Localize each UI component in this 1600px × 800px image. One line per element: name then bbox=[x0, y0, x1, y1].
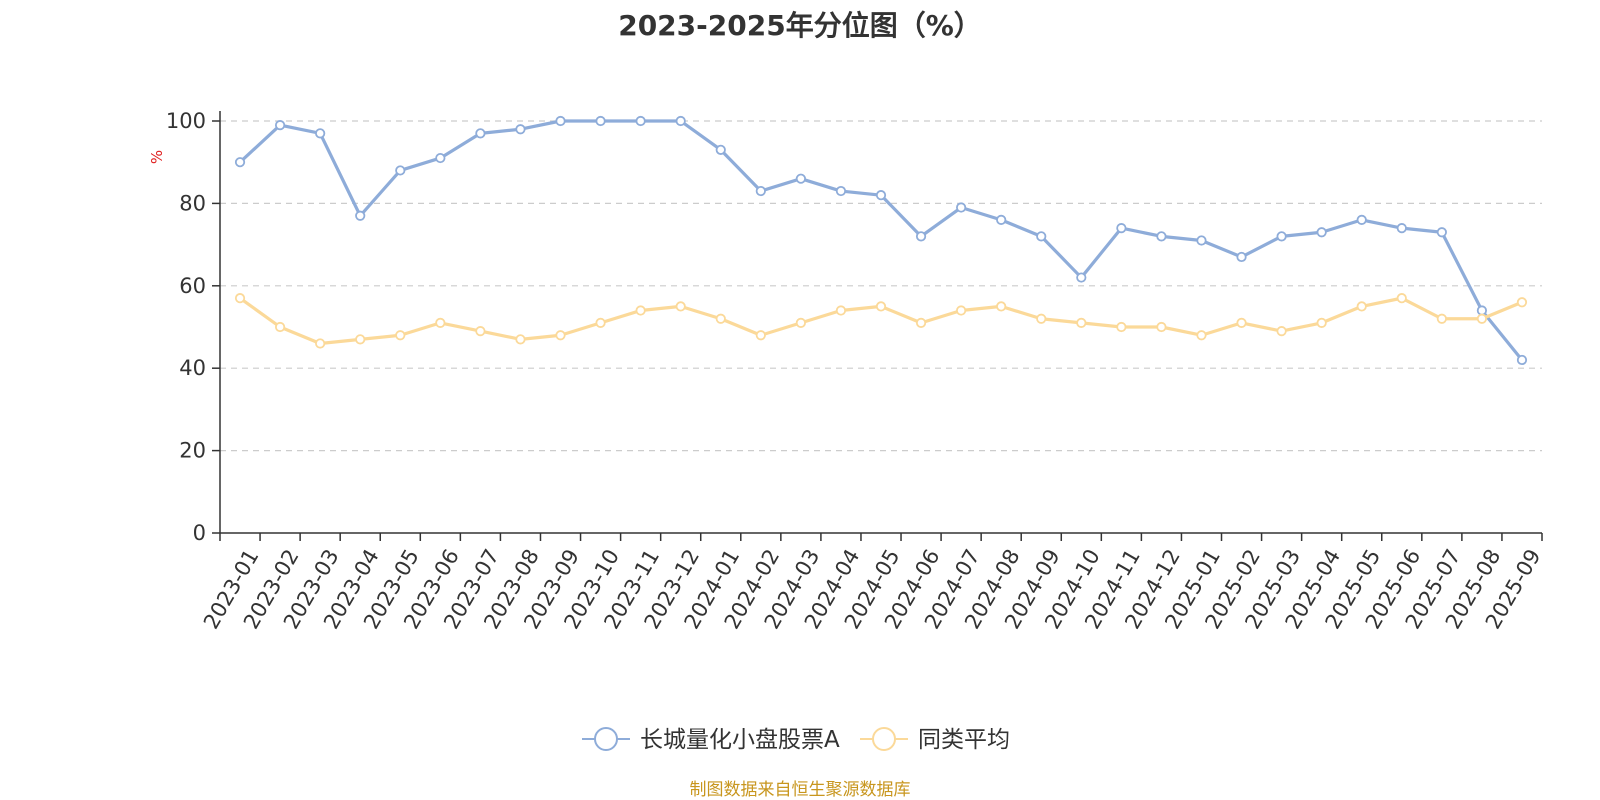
data-point[interactable] bbox=[475, 326, 486, 337]
data-point[interactable] bbox=[315, 128, 326, 139]
data-point[interactable] bbox=[1076, 272, 1087, 283]
data-point[interactable] bbox=[1356, 301, 1367, 312]
data-point[interactable] bbox=[274, 120, 286, 131]
data-point[interactable] bbox=[355, 210, 366, 221]
data-point[interactable] bbox=[1156, 321, 1167, 333]
data-point[interactable] bbox=[1116, 223, 1127, 234]
data-point[interactable] bbox=[595, 115, 606, 127]
axes: 020406080100%2023-012023-022023-032023-0… bbox=[148, 109, 1545, 633]
y-tick-label: 0 bbox=[193, 521, 206, 545]
data-point[interactable] bbox=[875, 190, 887, 201]
data-point[interactable] bbox=[1436, 313, 1447, 324]
data-point[interactable] bbox=[1196, 330, 1207, 341]
data-point[interactable] bbox=[1516, 297, 1528, 308]
data-point[interactable] bbox=[1236, 317, 1247, 328]
data-point[interactable] bbox=[1316, 227, 1327, 238]
data-point[interactable] bbox=[555, 115, 566, 127]
data-point[interactable] bbox=[395, 165, 406, 176]
data-point[interactable] bbox=[875, 301, 887, 312]
y-axis-label: % bbox=[148, 150, 166, 164]
data-point[interactable] bbox=[635, 115, 646, 127]
data-point[interactable] bbox=[595, 317, 606, 328]
data-point[interactable] bbox=[715, 313, 726, 324]
data-point[interactable] bbox=[956, 202, 967, 213]
data-point[interactable] bbox=[515, 334, 526, 345]
data-point[interactable] bbox=[1116, 321, 1127, 333]
chart-title: 2023-2025年分位图（%） bbox=[618, 9, 982, 42]
data-point[interactable] bbox=[835, 305, 847, 316]
data-point[interactable] bbox=[435, 317, 446, 328]
data-point[interactable] bbox=[635, 305, 646, 316]
series-lines bbox=[234, 115, 1528, 366]
data-point[interactable] bbox=[1516, 354, 1528, 366]
data-point[interactable] bbox=[835, 185, 847, 197]
data-point[interactable] bbox=[274, 321, 286, 333]
data-point[interactable] bbox=[234, 157, 246, 168]
data-point[interactable] bbox=[315, 338, 326, 349]
legend-marker bbox=[594, 727, 618, 751]
data-point[interactable] bbox=[515, 124, 526, 135]
data-point[interactable] bbox=[996, 214, 1007, 225]
data-point[interactable] bbox=[1036, 313, 1047, 324]
data-point[interactable] bbox=[755, 330, 766, 341]
data-point[interactable] bbox=[1076, 317, 1087, 328]
data-point[interactable] bbox=[355, 334, 366, 345]
data-point[interactable] bbox=[755, 185, 766, 197]
data-point[interactable] bbox=[675, 301, 686, 312]
legend-item-2[interactable]: 同类平均 bbox=[860, 727, 1010, 753]
y-tick-label: 20 bbox=[179, 439, 206, 463]
data-point[interactable] bbox=[795, 317, 806, 328]
data-point[interactable] bbox=[395, 330, 406, 341]
data-point[interactable] bbox=[915, 231, 927, 242]
data-point[interactable] bbox=[1476, 305, 1488, 316]
data-point[interactable] bbox=[675, 115, 686, 127]
series-1 bbox=[234, 115, 1528, 366]
legend[interactable]: 长城量化小盘股票A 同类平均 bbox=[582, 727, 1010, 753]
data-point[interactable] bbox=[234, 293, 246, 304]
data-point[interactable] bbox=[715, 144, 726, 155]
data-point[interactable] bbox=[795, 173, 806, 184]
data-point[interactable] bbox=[555, 330, 566, 341]
y-tick-label: 60 bbox=[179, 274, 206, 298]
legend-label: 长城量化小盘股票A bbox=[640, 727, 840, 753]
data-point[interactable] bbox=[1316, 317, 1327, 328]
data-point[interactable] bbox=[1356, 214, 1367, 225]
data-point[interactable] bbox=[1036, 231, 1047, 242]
data-point[interactable] bbox=[1196, 235, 1207, 246]
data-point[interactable] bbox=[1156, 231, 1167, 242]
legend-marker bbox=[872, 727, 896, 751]
series-2 bbox=[234, 293, 1528, 349]
data-point[interactable] bbox=[1276, 326, 1287, 337]
y-tick-label: 80 bbox=[179, 191, 206, 215]
data-point[interactable] bbox=[1436, 227, 1447, 238]
legend-item-1[interactable]: 长城量化小盘股票A bbox=[582, 727, 840, 753]
legend-label: 同类平均 bbox=[918, 727, 1010, 753]
data-point[interactable] bbox=[1276, 231, 1287, 242]
y-tick-label: 100 bbox=[166, 109, 206, 133]
data-point[interactable] bbox=[996, 301, 1007, 312]
y-tick-label: 40 bbox=[179, 356, 206, 380]
data-point[interactable] bbox=[915, 317, 927, 328]
data-point[interactable] bbox=[435, 152, 446, 164]
data-point[interactable] bbox=[1396, 293, 1407, 304]
data-point[interactable] bbox=[956, 305, 967, 316]
data-point[interactable] bbox=[1396, 223, 1407, 234]
data-source-note: 制图数据来自恒生聚源数据库 bbox=[689, 780, 911, 800]
data-point[interactable] bbox=[475, 128, 486, 139]
data-point[interactable] bbox=[1236, 251, 1247, 263]
grid-lines bbox=[220, 120, 1542, 452]
data-point[interactable] bbox=[1476, 313, 1488, 324]
